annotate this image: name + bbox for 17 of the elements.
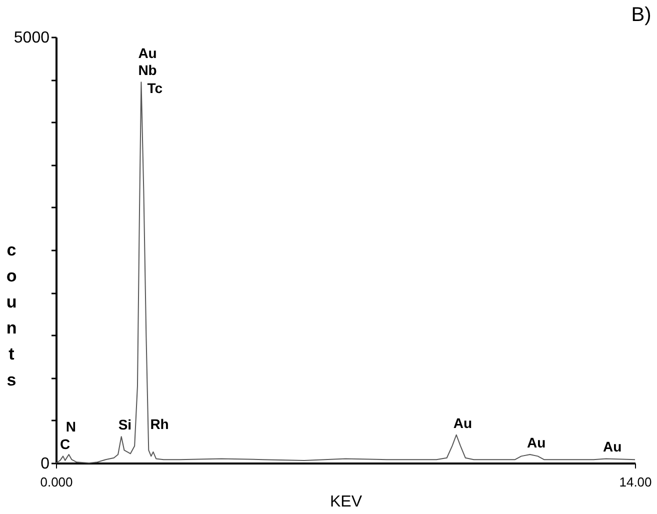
annotation: Nb: [138, 62, 157, 78]
x-tick-label: 0.000: [40, 474, 73, 490]
annotation: Au: [603, 438, 622, 455]
y-axis-title: counts: [6, 240, 17, 390]
annotation: Au: [453, 414, 472, 431]
annotation: Si: [118, 416, 132, 433]
y-tick-label: 5000: [14, 30, 50, 46]
annotation: C: [60, 436, 70, 452]
x-axis-title: KEV: [330, 494, 362, 510]
annotation: Tc: [147, 80, 163, 96]
x-tick-label: 14.00: [619, 474, 652, 490]
annotation: N: [66, 418, 76, 434]
annotation: Au: [138, 45, 157, 62]
chart-title: B): [631, 4, 652, 26]
annotation: Au: [526, 434, 546, 450]
annotation: Rh: [150, 416, 169, 432]
y-tick-label: 0: [40, 456, 50, 472]
